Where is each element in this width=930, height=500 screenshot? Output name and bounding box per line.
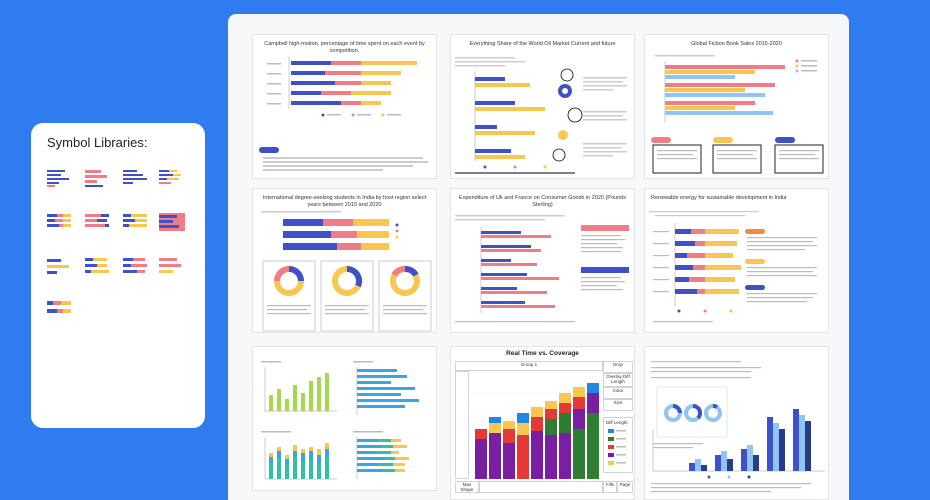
grouped-column-chart — [651, 361, 825, 493]
symbol-bar-chart-1[interactable] — [45, 167, 75, 189]
y-axis-column — [455, 371, 469, 479]
label-tag — [259, 147, 279, 153]
gear-icon — [552, 68, 583, 162]
book-sales-chart — [651, 55, 824, 174]
color-cell[interactable]: Color — [603, 387, 633, 399]
symbol-bar-chart-9[interactable] — [45, 255, 75, 277]
card-title: Everything Share of the World Oil Market… — [469, 41, 616, 47]
template-card-7[interactable] — [252, 346, 437, 491]
legend-box: Diff Length — [603, 417, 633, 473]
renewable-energy-chart — [649, 211, 817, 323]
symbol-libraries-panel: Symbol Libraries: — [31, 123, 205, 428]
template-gallery: Campbell high-motion, percentage of time… — [228, 14, 849, 500]
template-card-2[interactable]: Everything Share of the World Oil Market… — [450, 34, 635, 179]
overlay-cell[interactable]: Overlay Diff Length — [603, 373, 633, 387]
drop-cell[interactable]: Drop — [603, 361, 633, 373]
symbol-bar-chart-12[interactable] — [157, 255, 187, 277]
expenditure-chart — [455, 215, 629, 323]
symbol-bar-chart-6[interactable] — [83, 211, 113, 233]
multi-bar-charts — [261, 361, 419, 480]
card-title: Expenditure of Uk and France on Consumer… — [459, 195, 626, 208]
symbol-bar-chart-2[interactable] — [83, 167, 113, 189]
max-shape-cell[interactable]: Max Shape — [455, 481, 479, 493]
symbol-bar-chart-3[interactable] — [121, 167, 151, 189]
card-title: Real Time vs. Coverage — [506, 350, 579, 357]
symbol-libraries-title: Symbol Libraries: — [47, 135, 148, 150]
stacked-column-chart — [471, 383, 601, 479]
group-header: Group 1 — [455, 361, 603, 371]
card-title: Campbell high-motion, percentage of time… — [264, 41, 425, 54]
stacked-bar-chart — [267, 57, 417, 117]
template-card-4[interactable]: International degree-seeking students in… — [252, 188, 437, 333]
symbol-bar-chart-7[interactable] — [121, 211, 151, 233]
template-card-5[interactable]: Expenditure of Uk and France on Consumer… — [450, 188, 635, 333]
template-card-6[interactable]: Renewable energy for sustainable develop… — [644, 188, 829, 333]
card-title: International degree-seeking students in… — [262, 195, 427, 208]
students-chart — [261, 211, 432, 332]
size-cell[interactable]: Size — [603, 399, 633, 411]
x-axis-row — [479, 481, 603, 493]
template-card-3[interactable]: Global Fiction Book Sales 2015-2020 — [644, 34, 829, 179]
oil-market-chart — [455, 57, 627, 174]
template-card-9[interactable] — [644, 346, 829, 500]
template-card-1[interactable]: Campbell high-motion, percentage of time… — [252, 34, 437, 179]
symbol-bar-chart-13[interactable] — [45, 297, 75, 319]
symbol-bar-chart-8[interactable] — [157, 211, 187, 233]
symbol-bar-chart-5[interactable] — [45, 211, 75, 233]
symbol-bar-chart-10[interactable] — [83, 255, 113, 277]
template-card-8[interactable]: Real Time vs. Coverage Group 1 Drop Over… — [450, 346, 635, 500]
symbol-bar-chart-11[interactable] — [121, 255, 151, 277]
legend-swatches — [608, 429, 626, 465]
fills-cell[interactable]: Fills — [603, 481, 617, 493]
symbol-bar-chart-4[interactable] — [157, 167, 187, 189]
card-title: Global Fiction Book Sales 2015-2020 — [691, 41, 782, 47]
page-cell[interactable]: Page — [617, 481, 633, 493]
card-title: Renewable energy for sustainable develop… — [651, 195, 787, 201]
